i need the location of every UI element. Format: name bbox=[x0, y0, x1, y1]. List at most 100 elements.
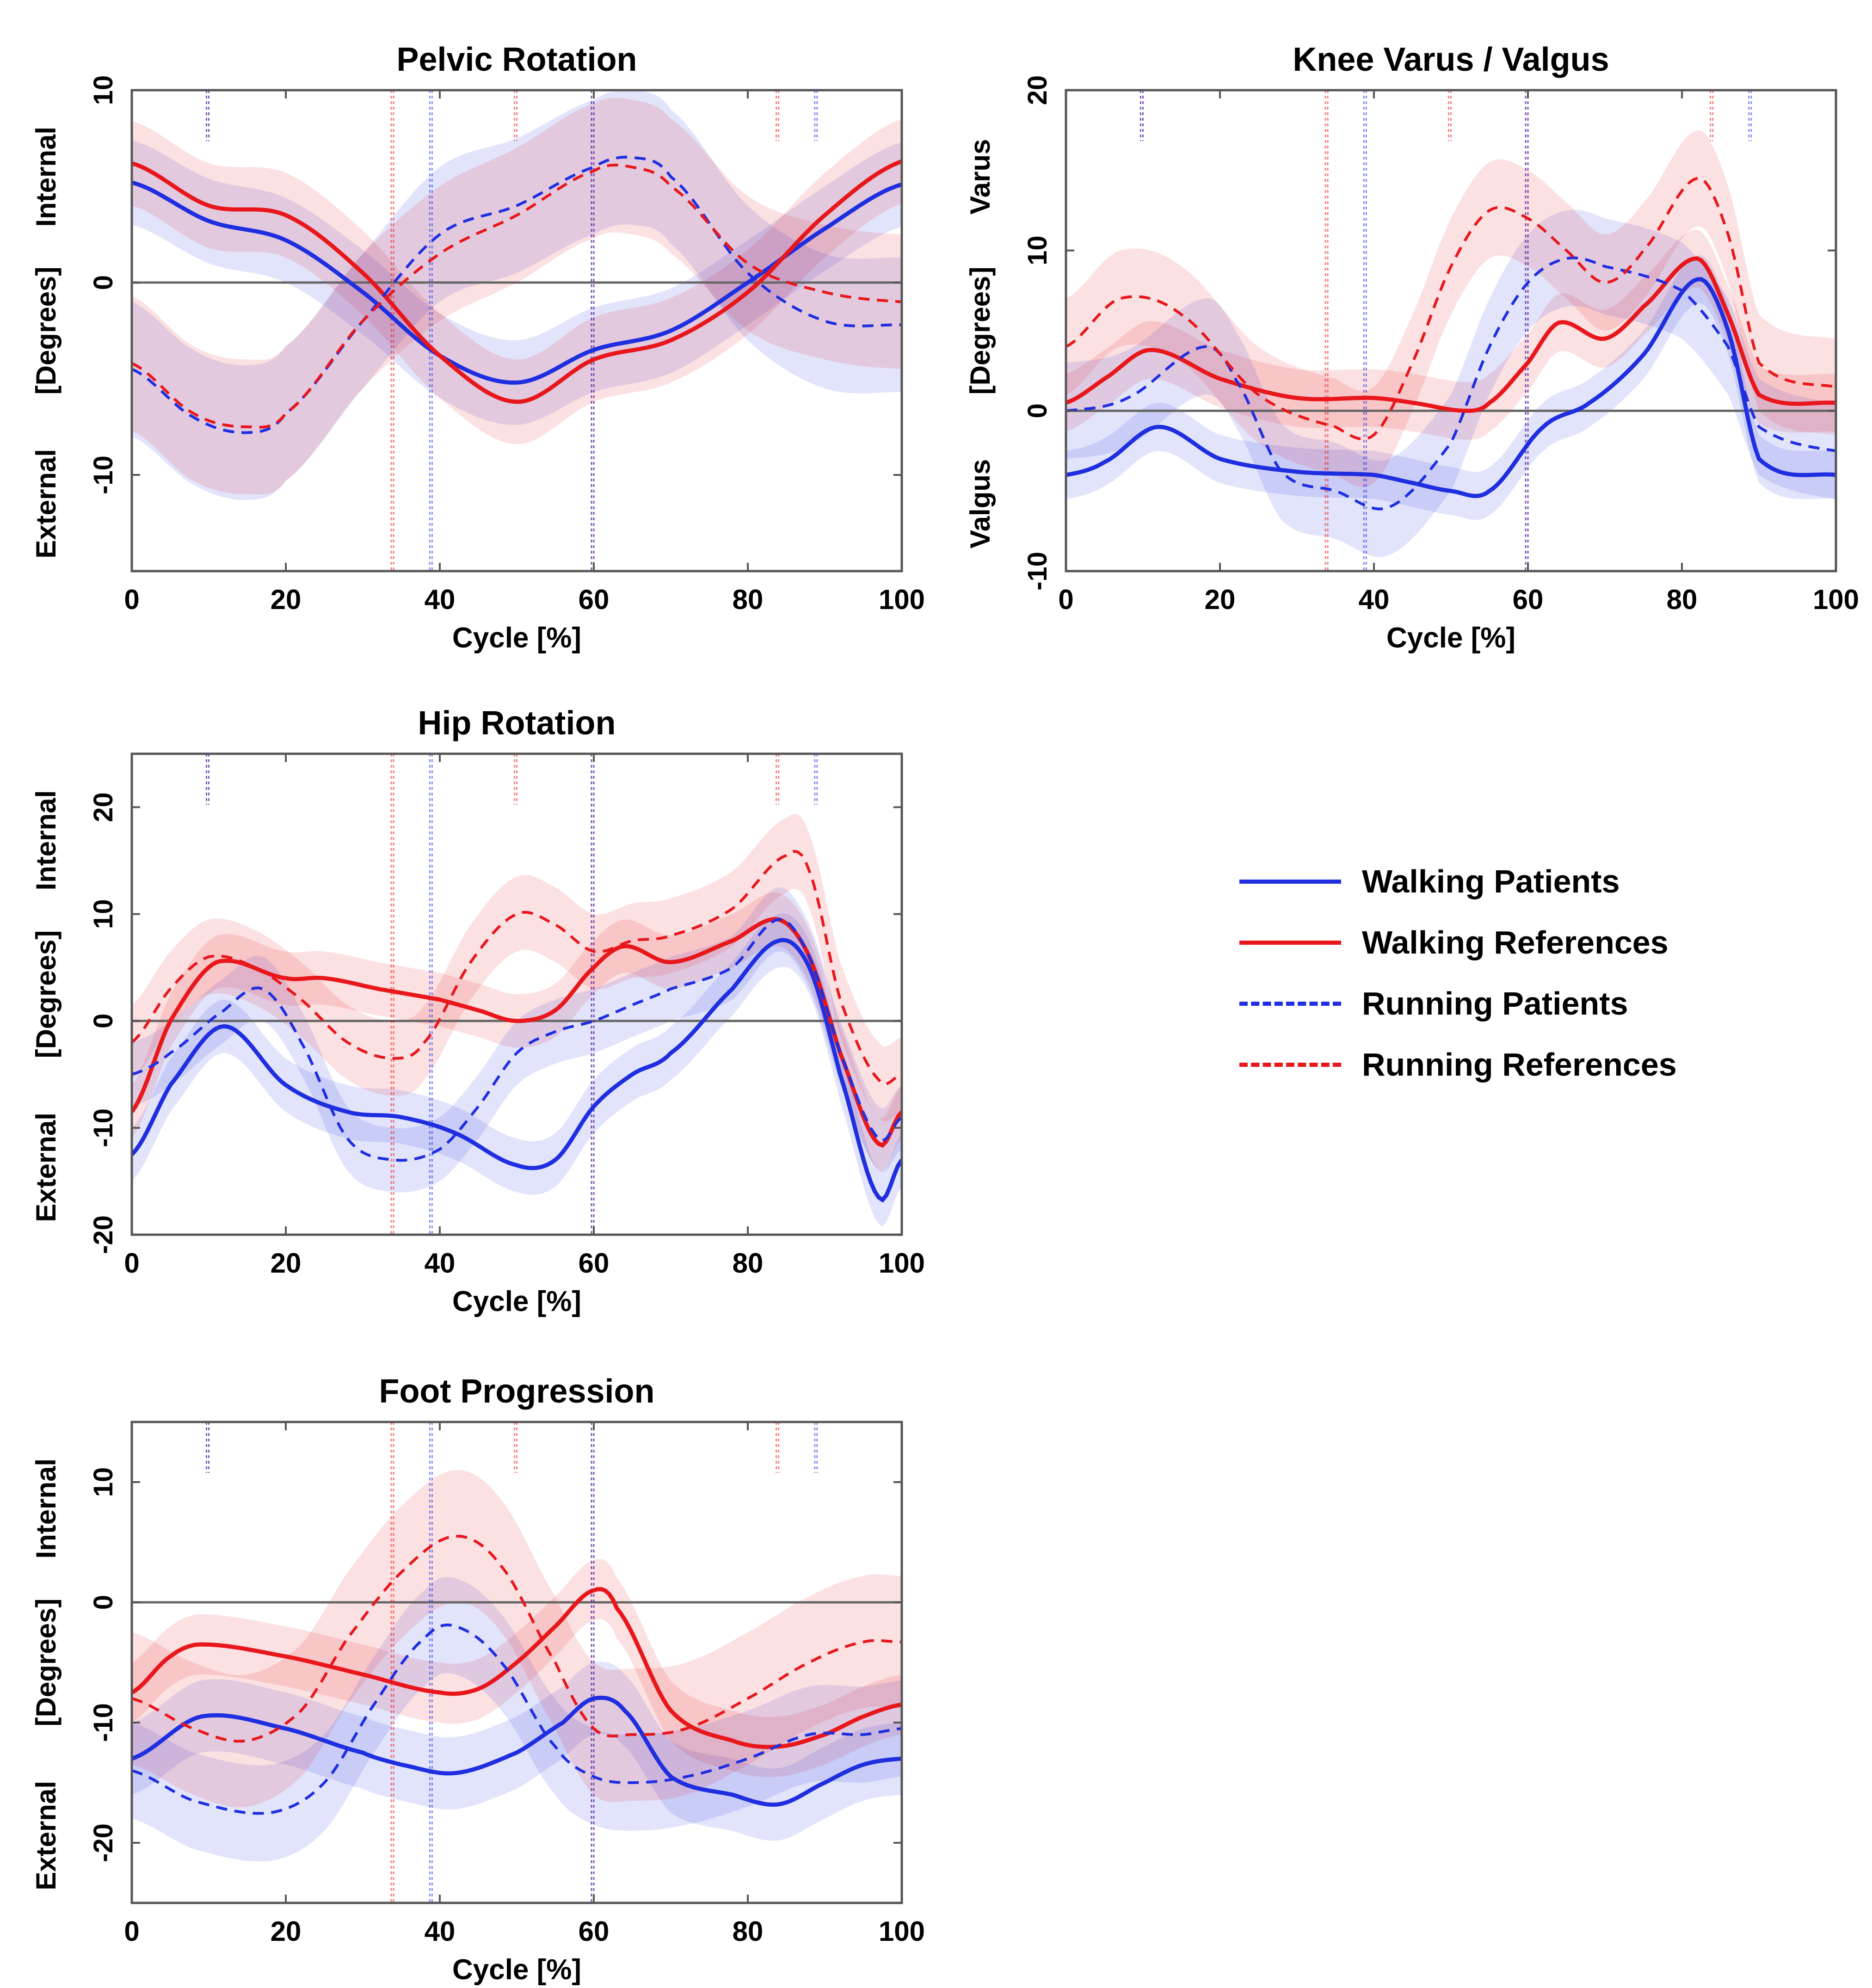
plot-area bbox=[132, 754, 902, 1235]
plot-area bbox=[132, 90, 902, 571]
band-walking-patients bbox=[132, 913, 902, 1227]
y-tick-label: -10 bbox=[88, 1703, 118, 1742]
x-tick-label: 20 bbox=[271, 584, 302, 615]
legend-label-running-references: Running References bbox=[1362, 1046, 1677, 1083]
series-line-walking-patients bbox=[132, 938, 902, 1203]
legend-item-walking-patients: Walking Patients bbox=[1239, 851, 1757, 912]
x-axis-label: Cycle [%] bbox=[452, 622, 581, 654]
x-tick-label: 20 bbox=[271, 1916, 302, 1947]
x-tick-label: 100 bbox=[879, 1916, 925, 1947]
x-tick-label: 100 bbox=[1813, 584, 1859, 615]
legend-swatch-running-references bbox=[1239, 1062, 1341, 1067]
series-line-running-patients bbox=[132, 918, 902, 1162]
y-axis-label-mid: [Degrees] bbox=[965, 267, 996, 395]
y-tick-label: 0 bbox=[88, 1595, 118, 1610]
band-running-references bbox=[132, 1470, 902, 1808]
series-line-walking-patients bbox=[132, 1695, 902, 1807]
chart-title: Knee Varus / Valgus bbox=[1293, 41, 1609, 78]
x-tick-label: 100 bbox=[879, 1248, 925, 1279]
band-walking-references bbox=[132, 892, 902, 1172]
axes-frame bbox=[1065, 89, 1837, 572]
y-tick-label: 10 bbox=[88, 899, 118, 929]
legend-swatch-walking-references bbox=[1239, 940, 1341, 945]
x-tick-label: 60 bbox=[579, 584, 610, 615]
y-axis-label-top: Varus bbox=[965, 139, 996, 214]
y-tick-label: -10 bbox=[88, 455, 118, 494]
band-running-patients bbox=[132, 887, 902, 1193]
y-tick-label: 0 bbox=[1022, 403, 1053, 418]
y-tick-label: 10 bbox=[88, 75, 118, 105]
y-axis-label-top: Internal bbox=[31, 790, 62, 891]
y-tick-label: 20 bbox=[1022, 75, 1053, 105]
y-axis-label-mid: [Degrees] bbox=[31, 930, 62, 1059]
x-axis-label: Cycle [%] bbox=[1386, 622, 1515, 654]
series-line-running-references bbox=[132, 849, 902, 1086]
y-axis-label-mid: [Degrees] bbox=[31, 1599, 62, 1727]
y-axis-label-bottom: External bbox=[31, 1781, 62, 1890]
y-axis-label-bottom: External bbox=[31, 1113, 62, 1222]
x-tick-label: 40 bbox=[425, 1248, 456, 1279]
band-walking-references bbox=[132, 1559, 902, 1777]
chart-panel-3: 0 20 40 60 80 100 -20 -10 0 10 20 Hip Rotation Cycle… bbox=[31, 705, 925, 1317]
series-line-running-patients bbox=[132, 155, 902, 434]
x-tick-label: 20 bbox=[1205, 584, 1236, 615]
plot-area bbox=[1066, 90, 1836, 571]
x-tick-label: 80 bbox=[733, 584, 764, 615]
legend-label-walking-references: Walking References bbox=[1362, 924, 1669, 960]
x-axis-label: Cycle [%] bbox=[452, 1954, 581, 1986]
band-running-patients bbox=[1066, 209, 1836, 557]
series-line-running-references bbox=[132, 163, 902, 429]
x-tick-label: 80 bbox=[733, 1916, 764, 1947]
x-axis-label: Cycle [%] bbox=[452, 1286, 581, 1317]
x-tick-label: 60 bbox=[579, 1248, 610, 1279]
band-walking-references bbox=[1066, 229, 1836, 440]
band-running-references bbox=[132, 814, 902, 1122]
series-line-running-patients bbox=[1066, 256, 1836, 511]
x-tick-label: 60 bbox=[579, 1916, 610, 1947]
chart-title: Pelvic Rotation bbox=[396, 41, 637, 78]
y-tick-label: -10 bbox=[1022, 552, 1053, 591]
chart-panel-4: 0 20 40 60 80 100 -20 -10 0 10 Foot Progression Cyc… bbox=[31, 1373, 925, 1986]
legend-swatch-walking-patients bbox=[1239, 879, 1341, 884]
x-tick-label: 0 bbox=[124, 584, 139, 615]
x-tick-label: 20 bbox=[271, 1248, 302, 1279]
y-tick-label: 10 bbox=[88, 1467, 118, 1497]
legend-swatch-running-patients bbox=[1239, 1001, 1341, 1006]
legend-label-walking-patients: Walking Patients bbox=[1362, 863, 1620, 899]
y-tick-label: 0 bbox=[88, 275, 118, 290]
band-running-patients bbox=[132, 90, 902, 500]
axes-frame bbox=[130, 1421, 903, 1904]
series-line-walking-references bbox=[1066, 256, 1836, 413]
series-line-walking-references bbox=[132, 159, 902, 404]
series-line-walking-patients bbox=[132, 180, 902, 385]
x-tick-label: 40 bbox=[1359, 584, 1390, 615]
band-running-references bbox=[132, 98, 902, 495]
chart-title: Foot Progression bbox=[379, 1373, 654, 1410]
legend-item-running-references: Running References bbox=[1239, 1034, 1757, 1095]
band-walking-patients bbox=[1066, 255, 1836, 520]
legend: Walking Patients Walking References Runn… bbox=[1239, 851, 1757, 1095]
y-tick-label: 10 bbox=[1022, 235, 1053, 265]
axes-frame bbox=[130, 89, 903, 572]
chart-title: Hip Rotation bbox=[418, 705, 616, 742]
band-walking-references bbox=[132, 119, 902, 444]
series-line-running-patients bbox=[132, 1623, 902, 1815]
band-running-references bbox=[1066, 130, 1836, 487]
x-tick-label: 60 bbox=[1513, 584, 1544, 615]
x-tick-label: 80 bbox=[733, 1248, 764, 1279]
series-line-running-references bbox=[1066, 177, 1836, 441]
x-tick-label: 0 bbox=[124, 1916, 139, 1947]
y-tick-label: 0 bbox=[88, 1014, 118, 1028]
x-tick-label: 0 bbox=[124, 1248, 139, 1279]
plot-area bbox=[132, 1422, 902, 1903]
axes-frame bbox=[130, 752, 903, 1236]
chart-panel-1: 0 20 40 60 80 100 -10 0 10 Pelvic Rotation Cycle [… bbox=[31, 41, 925, 654]
y-axis-label-mid: [Degrees] bbox=[31, 267, 62, 395]
y-axis-label-top: Internal bbox=[31, 127, 62, 227]
y-axis-label-bottom: Valgus bbox=[965, 459, 996, 548]
y-axis-label-bottom: External bbox=[31, 449, 62, 559]
x-tick-label: 80 bbox=[1667, 584, 1698, 615]
x-tick-label: 0 bbox=[1058, 584, 1073, 615]
legend-item-walking-references: Walking References bbox=[1239, 912, 1757, 973]
